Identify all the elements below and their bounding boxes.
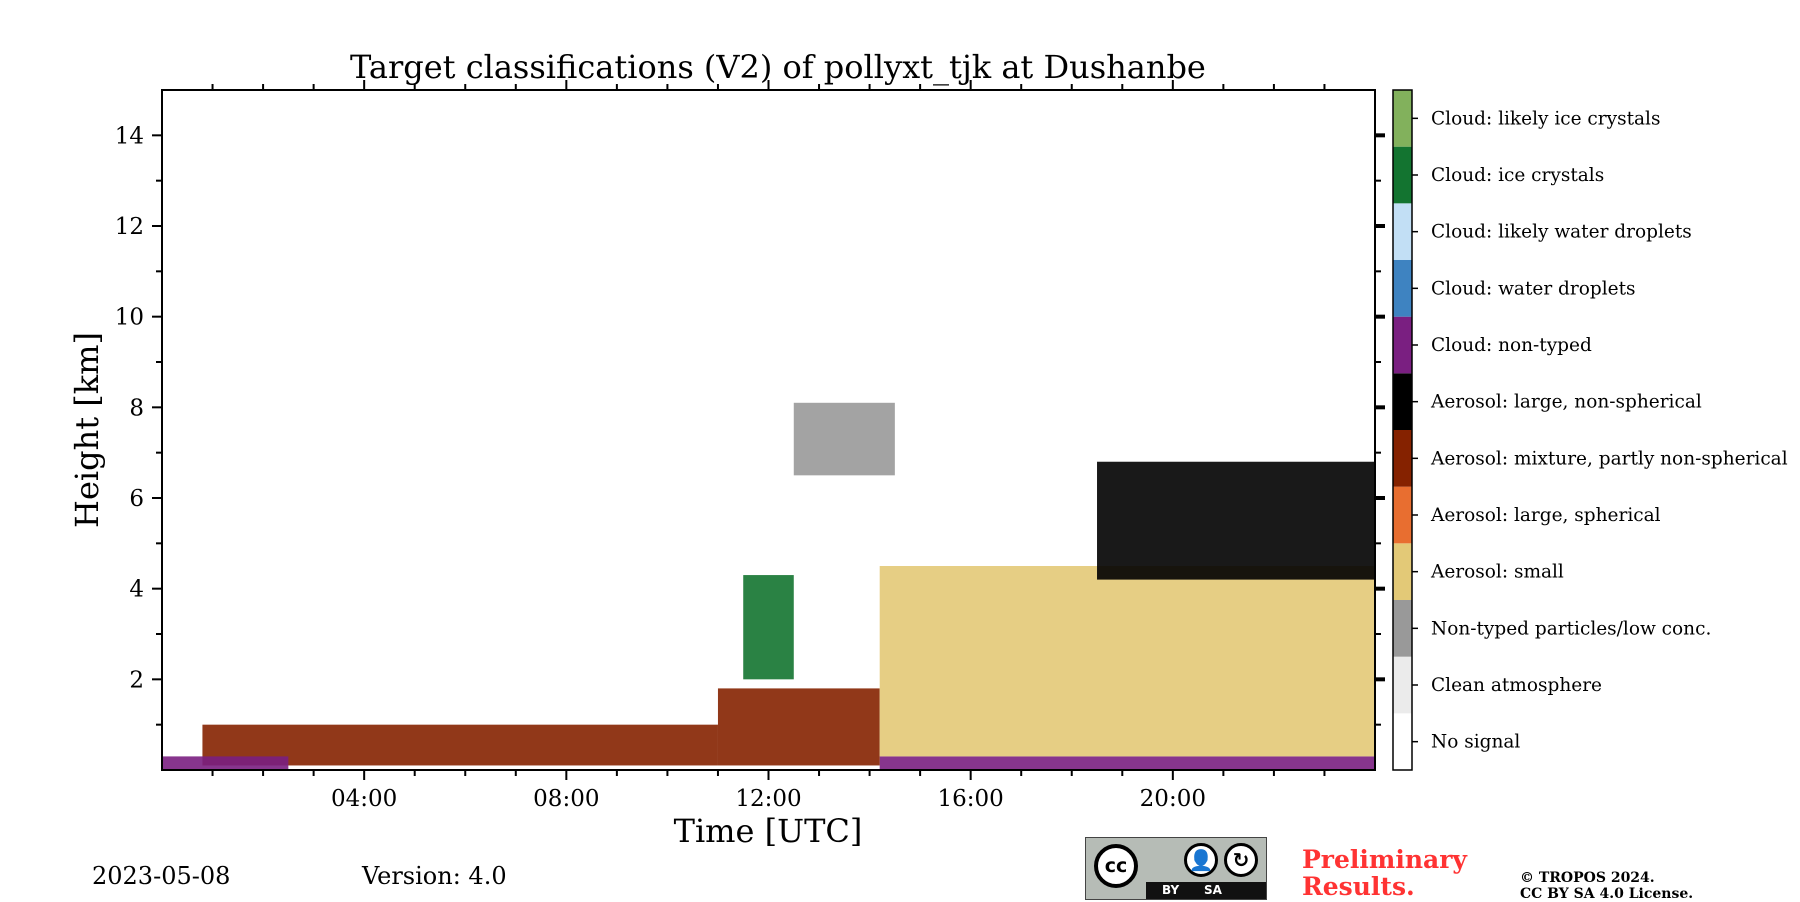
x-tick-label: 12:00 [735,786,801,812]
chart-title: Target classifications (V2) of pollyxt_t… [350,48,1206,86]
colorbar-swatch-non-typed-particles-low-conc [1393,600,1412,657]
y-axis-label: Height [km] [68,332,106,528]
axis-ticks [152,80,1385,780]
y-tick-label: 8 [129,395,144,421]
y-tick-label: 2 [129,667,144,693]
colorbar-swatch-no-signal [1393,713,1412,770]
colorbar-label-non-typed-particles-low-conc: Non-typed particles/low conc. [1431,618,1711,639]
colorbar-swatch-cloud-likely-ice-crystals [1393,90,1412,147]
colorbar-swatch-cloud-non-typed [1393,316,1412,374]
x-tick-label: 16:00 [938,786,1004,812]
region-cloud-non-typed-1 [162,756,289,770]
region-cloud-non-typed-2 [879,756,1375,770]
colorbar-label-cloud-non-typed: Cloud: non-typed [1431,335,1592,356]
region-aerosol-mixture-partly-non-spherical-3 [717,688,880,766]
y-tick-label: 6 [129,486,144,512]
version-label: Version: 4.0 [362,862,507,890]
colorbar-label-aerosol-mixture-partly-non-spherical: Aerosol: mixture, partly non-spherical [1430,448,1788,469]
colorbar-label-aerosol-small: Aerosol: small [1430,562,1564,583]
y-tick-label: 10 [115,305,144,331]
by-label: BY [1162,883,1180,897]
colorbar: No signal Clean atmosphere Non-typed parti… [1392,89,1788,771]
colorbar-label-cloud-water-droplets: Cloud: water droplets [1431,278,1636,299]
date-label: 2023-05-08 [92,862,231,890]
copyright-line-1: © TROPOS 2024. [1520,870,1655,886]
region-cloud-ice-crystals-6 [743,575,794,680]
colorbar-label-aerosol-large-non-spherical: Aerosol: large, non-spherical [1430,392,1702,413]
preliminary-results-label: Preliminary Results. [1302,845,1467,901]
colorbar-swatch-cloud-ice-crystals [1393,146,1412,204]
y-tick-label: 14 [115,123,144,149]
share-alike-icon: ↻ [1224,843,1258,877]
region-non-typed-particles-low-conc-7 [793,402,895,476]
colorbar-label-cloud-likely-water-droplets: Cloud: likely water droplets [1431,222,1692,243]
y-tick-label: 12 [115,214,144,240]
axis-tick-labels: 04:00 08:00 12:00 16:00 20:00 2 4 6 8 10 12 14 [115,123,1206,812]
cc-icon: cc [1094,844,1138,888]
x-tick-label: 08:00 [533,786,599,812]
cc-license-badge: cc 👤 ↻ BY SA [1085,837,1267,900]
x-tick-label: 20:00 [1140,786,1206,812]
y-tick-label: 4 [129,577,144,603]
plot-data [162,402,1375,770]
attribution-icon: 👤 [1184,843,1218,877]
colorbar-label-cloud-likely-ice-crystals: Cloud: likely ice crystals [1431,108,1660,129]
colorbar-swatch-aerosol-small [1393,543,1412,600]
colorbar-swatch-cloud-water-droplets [1393,260,1412,317]
region-aerosol-large-non-spherical-5 [1097,461,1375,580]
colorbar-label-cloud-ice-crystals: Cloud: ice crystals [1431,165,1604,186]
region-aerosol-small-4 [879,566,1375,757]
colorbar-swatch-clean-atmosphere [1393,656,1412,714]
colorbar-swatch-cloud-likely-water-droplets [1393,203,1412,260]
x-axis-label: Time [UTC] [674,812,863,850]
colorbar-swatch-aerosol-mixture-partly-non-spherical [1393,430,1412,487]
sa-label: SA [1204,883,1222,897]
license-strip: BY SA [1146,882,1266,899]
colorbar-frame [1392,89,1413,771]
colorbar-label-clean-atmosphere: Clean atmosphere [1431,675,1602,696]
copyright-line-2: CC BY SA 4.0 License. [1520,886,1694,902]
colorbar-label-aerosol-large-spherical: Aerosol: large, spherical [1430,505,1661,526]
colorbar-swatch-aerosol-large-spherical [1393,486,1412,544]
copyright-notice: © TROPOS 2024. CC BY SA 4.0 License. [1520,870,1740,902]
colorbar-swatch-aerosol-large-non-spherical [1393,373,1412,430]
region-aerosol-mixture-partly-non-spherical-0 [202,724,718,766]
x-tick-label: 04:00 [331,786,397,812]
colorbar-label-no-signal: No signal [1431,732,1520,753]
